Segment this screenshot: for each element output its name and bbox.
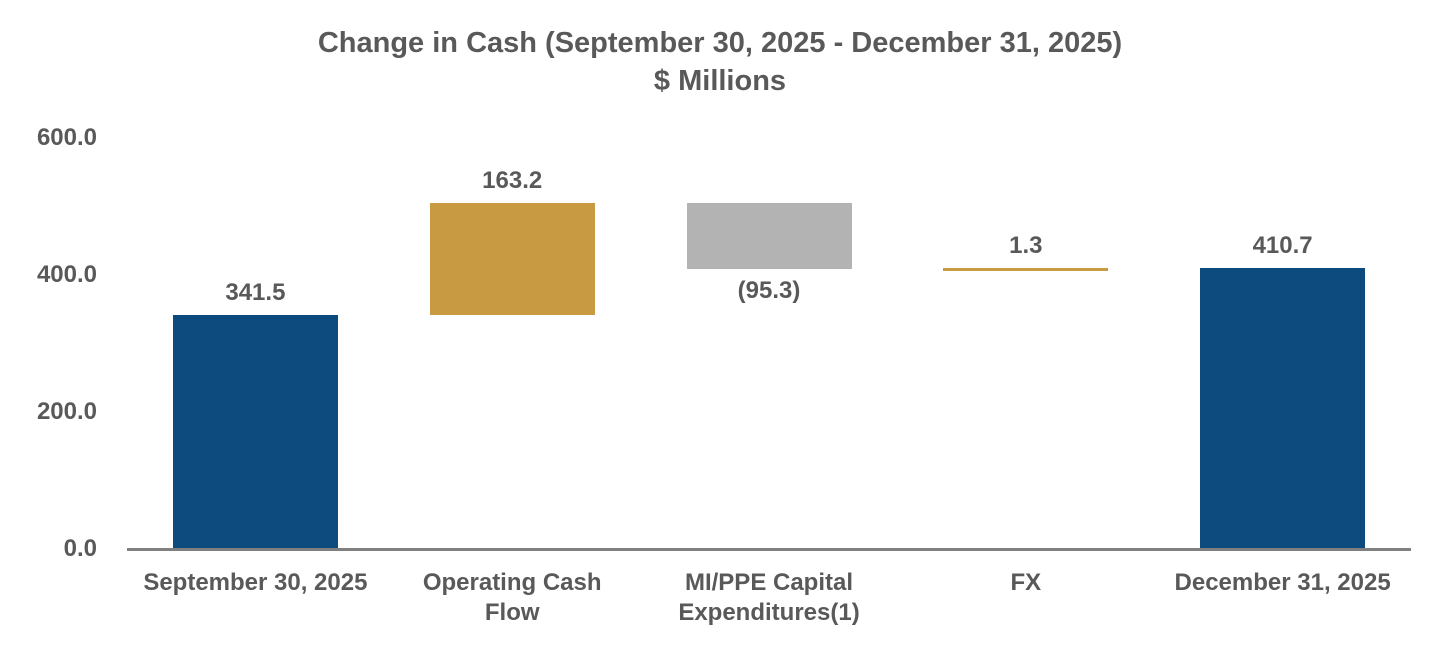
x-tick-label: FX — [1010, 569, 1042, 596]
waterfall-bar — [1200, 267, 1366, 549]
waterfall-bar — [172, 315, 338, 549]
y-tick-label: 400.0 — [36, 261, 97, 288]
waterfall-bar — [943, 267, 1109, 271]
waterfall-bar — [429, 203, 595, 316]
chart-title-subtitle: $ Millions — [653, 65, 787, 97]
x-tick-label: September 30, 2025 — [143, 569, 368, 596]
bar-value-label: 163.2 — [482, 167, 543, 195]
y-tick-label: 600.0 — [36, 124, 97, 151]
waterfall-bar — [686, 203, 852, 269]
bar-value-label: 341.5 — [225, 279, 286, 307]
chart-title: Change in Cash (September 30, 2025 - Dec… — [0, 24, 1440, 100]
x-tick-label: December 31, 2025 — [1174, 569, 1391, 596]
bar-value-label: (95.3) — [737, 276, 801, 304]
bar-value-label: 410.7 — [1252, 231, 1313, 259]
y-tick-label: 0.0 — [63, 535, 97, 562]
x-axis-line — [127, 548, 1411, 551]
x-tick-label: Operating Cash Flow — [422, 569, 602, 626]
x-tick-label: MI/PPE Capital Expenditures(1) — [678, 569, 860, 626]
y-tick-label: 200.0 — [36, 398, 97, 425]
chart-title-line1: Change in Cash (September 30, 2025 - Dec… — [317, 27, 1123, 59]
bar-value-label: 1.3 — [1009, 231, 1043, 259]
